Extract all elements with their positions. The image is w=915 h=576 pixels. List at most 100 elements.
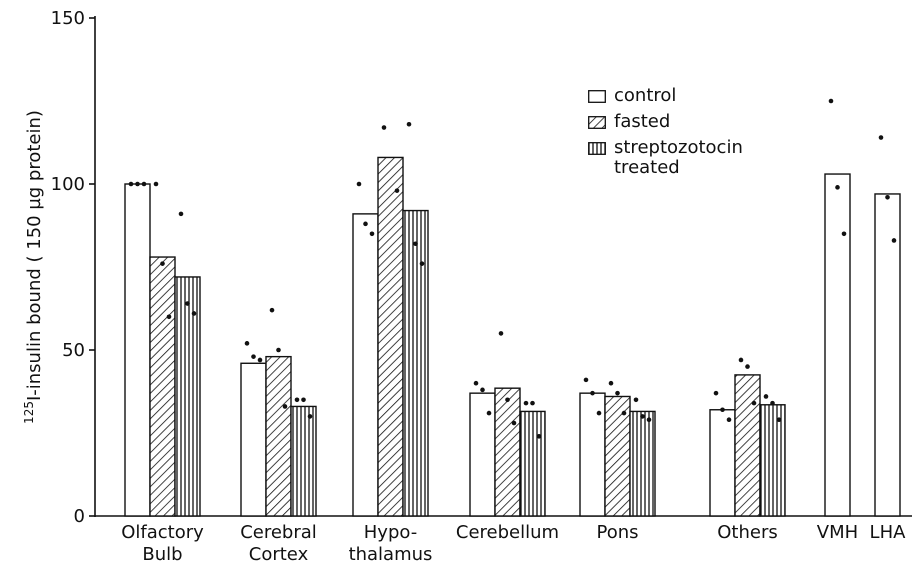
data-point (419, 261, 425, 266)
bar (604, 395, 631, 517)
data-point (891, 238, 897, 243)
x-tick-line: Cerebellum (456, 522, 559, 543)
data-point (141, 181, 147, 187)
bar (709, 409, 736, 517)
bar (352, 213, 379, 517)
data-point (583, 377, 589, 383)
data-point (160, 261, 165, 266)
data-point (276, 347, 281, 353)
bar (290, 405, 317, 517)
data-point (530, 400, 535, 406)
data-point (751, 400, 757, 406)
bar (629, 410, 656, 517)
data-point (356, 181, 362, 187)
data-point (282, 404, 288, 409)
data-point (738, 357, 744, 363)
data-point (505, 397, 510, 403)
bar (174, 276, 201, 517)
data-point (511, 420, 517, 426)
x-tick-label: LHA (870, 522, 907, 543)
data-point (128, 181, 134, 187)
x-tick-line: Hypo- (364, 522, 417, 543)
y-tick-label: 100 (51, 174, 85, 195)
y-tick-label: 150 (51, 8, 85, 29)
y-tick-label: 0 (74, 506, 85, 527)
data-point (486, 410, 492, 416)
bar (734, 374, 761, 517)
data-point (178, 211, 184, 217)
x-tick-label: Pons (596, 522, 638, 543)
data-point (590, 390, 595, 396)
x-tick-line: Bulb (142, 544, 182, 565)
legend-item: fasted (588, 112, 734, 132)
data-point (523, 400, 529, 406)
x-tick-label: VMH (817, 522, 858, 543)
bar (824, 173, 851, 517)
data-point (363, 221, 368, 227)
x-tick-line: Pons (596, 522, 638, 543)
data-point (835, 185, 840, 190)
y-label-sup: 125 (22, 401, 36, 424)
x-tick-line: Olfactory (121, 522, 204, 543)
data-point (608, 380, 614, 386)
y-label-text: I-insulin bound ( 150 µg protein) (24, 110, 45, 401)
x-tick-label: Others (717, 522, 778, 543)
x-tick-line: Others (717, 522, 778, 543)
x-tick-label: Olfactory Bulb (121, 522, 204, 565)
data-point (413, 241, 418, 247)
data-point (257, 357, 263, 363)
data-point (406, 121, 412, 127)
legend-item: control (588, 86, 734, 106)
data-point (394, 188, 400, 193)
data-point (498, 331, 504, 336)
data-point (191, 311, 197, 316)
data-point (640, 414, 645, 419)
data-point (473, 380, 479, 386)
data-point (621, 410, 627, 416)
data-point (153, 181, 159, 187)
x-tick-line: Cerebral (240, 522, 317, 543)
legend-swatch (588, 116, 606, 129)
bar (874, 193, 901, 517)
y-axis-label: 125I-insulin bound ( 150 µg protein) (22, 110, 45, 424)
x-tick-label: Cerebellum (456, 522, 559, 543)
bar (124, 183, 151, 517)
bar (469, 392, 496, 517)
bar (579, 392, 606, 517)
data-point (480, 387, 485, 393)
bar (759, 404, 786, 517)
y-tick-label: 50 (62, 340, 85, 361)
data-point (878, 135, 884, 140)
legend-swatch-box (588, 142, 606, 155)
data-point (745, 364, 750, 369)
data-point (885, 194, 890, 200)
bar (265, 355, 292, 517)
data-point (135, 181, 140, 187)
legend-swatch-box (588, 90, 606, 103)
legend-item: streptozotocin treated (588, 137, 743, 178)
data-point (369, 231, 375, 237)
data-point (726, 417, 732, 423)
legend-swatch-box (588, 116, 606, 129)
data-point (841, 231, 847, 237)
data-point (828, 98, 834, 104)
legend-swatch (588, 90, 606, 103)
data-point (185, 301, 190, 306)
x-tick-label: Hypo-thalamus (349, 522, 433, 565)
x-tick-label: Cerebral Cortex (240, 522, 317, 565)
legend-label: streptozotocin treated (614, 137, 743, 178)
x-tick-line: LHA (870, 522, 907, 543)
legend: control fasted streptozotocin treated (588, 86, 743, 184)
data-point (251, 354, 256, 359)
data-point (720, 407, 725, 413)
bar (149, 256, 176, 517)
data-point (713, 390, 719, 396)
data-point (307, 414, 313, 419)
x-tick-line: VMH (817, 522, 858, 543)
data-point (381, 125, 387, 130)
bar (402, 209, 429, 517)
data-point (633, 397, 639, 403)
bar (377, 156, 404, 517)
